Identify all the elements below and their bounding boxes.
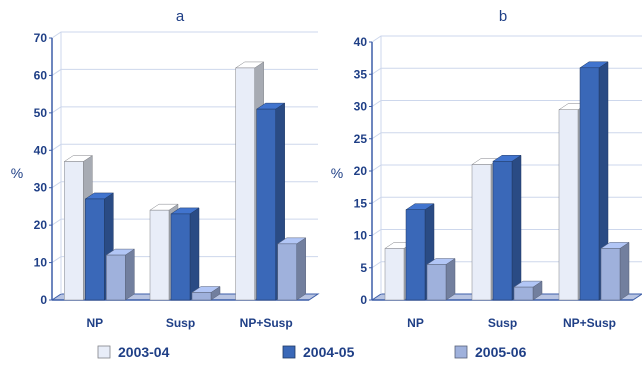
bar-face [235, 67, 255, 301]
y-tick-label: 25 [354, 132, 368, 146]
y-tick-label: 5 [360, 261, 367, 275]
y-tick-label: 10 [354, 229, 368, 243]
bar-face [600, 248, 621, 301]
x-tick-label: NP+Susp [240, 316, 293, 330]
bar [513, 280, 543, 301]
y-tick-label: 20 [34, 218, 48, 232]
legend-label: 2004-05 [303, 344, 355, 360]
x-tick-label: NP [86, 316, 103, 330]
bar-face [511, 154, 522, 301]
gridline [51, 31, 318, 39]
bar-face [384, 248, 405, 301]
y-tick-label: 20 [354, 164, 368, 178]
y-axis-label: % [331, 165, 343, 181]
y-tick-label: 40 [354, 35, 368, 49]
bar-face [125, 248, 135, 301]
bar [492, 154, 522, 301]
legend-swatch [454, 345, 468, 359]
y-tick-label: 15 [354, 196, 368, 210]
y-tick-label: 70 [34, 31, 48, 45]
bar-face [277, 243, 297, 301]
bar-face [106, 254, 126, 301]
y-tick-label: 0 [40, 293, 47, 307]
chart-title: b [499, 8, 507, 25]
bar [170, 207, 200, 301]
y-tick-label: 60 [34, 68, 48, 82]
x-tick-label: Susp [166, 316, 195, 330]
bar [426, 258, 456, 301]
y-tick-label: 35 [354, 67, 368, 81]
gridline [371, 35, 642, 43]
bar [579, 61, 609, 301]
x-tick-label: NP+Susp [563, 316, 616, 330]
bar [276, 237, 307, 301]
bar [105, 248, 136, 301]
bar-face [149, 209, 170, 301]
legend-label: 2005-06 [475, 344, 527, 360]
y-tick-label: 50 [34, 106, 48, 120]
chart-title: a [176, 8, 185, 25]
legend-swatch [97, 345, 111, 359]
bar-face [558, 109, 579, 301]
legend-swatch [282, 345, 296, 359]
bar [191, 286, 221, 301]
y-tick-label: 30 [34, 181, 48, 195]
bar-face [85, 198, 105, 301]
bar-face [492, 161, 513, 301]
y-tick-label: 0 [360, 293, 367, 307]
bar-face [445, 258, 456, 301]
bar-face [191, 292, 212, 301]
bar-face [619, 241, 630, 301]
bar-face [513, 286, 534, 301]
bar-face [64, 161, 84, 301]
y-tick-label: 30 [354, 100, 368, 114]
x-tick-label: NP [407, 316, 424, 330]
x-tick-label: Susp [488, 316, 517, 330]
bar-face [296, 237, 306, 301]
y-tick-label: 40 [34, 143, 48, 157]
y-tick-label: 10 [34, 256, 48, 270]
y-axis-label: % [11, 165, 23, 181]
bar-face [426, 264, 447, 301]
bar-face [405, 209, 426, 301]
bar-face [579, 67, 600, 301]
bar [600, 241, 630, 301]
bar-face [256, 108, 276, 301]
bar-face [170, 213, 191, 301]
gridline [51, 68, 318, 76]
bar-face [471, 164, 492, 301]
bar-face [189, 207, 200, 301]
legend-label: 2003-04 [118, 344, 170, 360]
